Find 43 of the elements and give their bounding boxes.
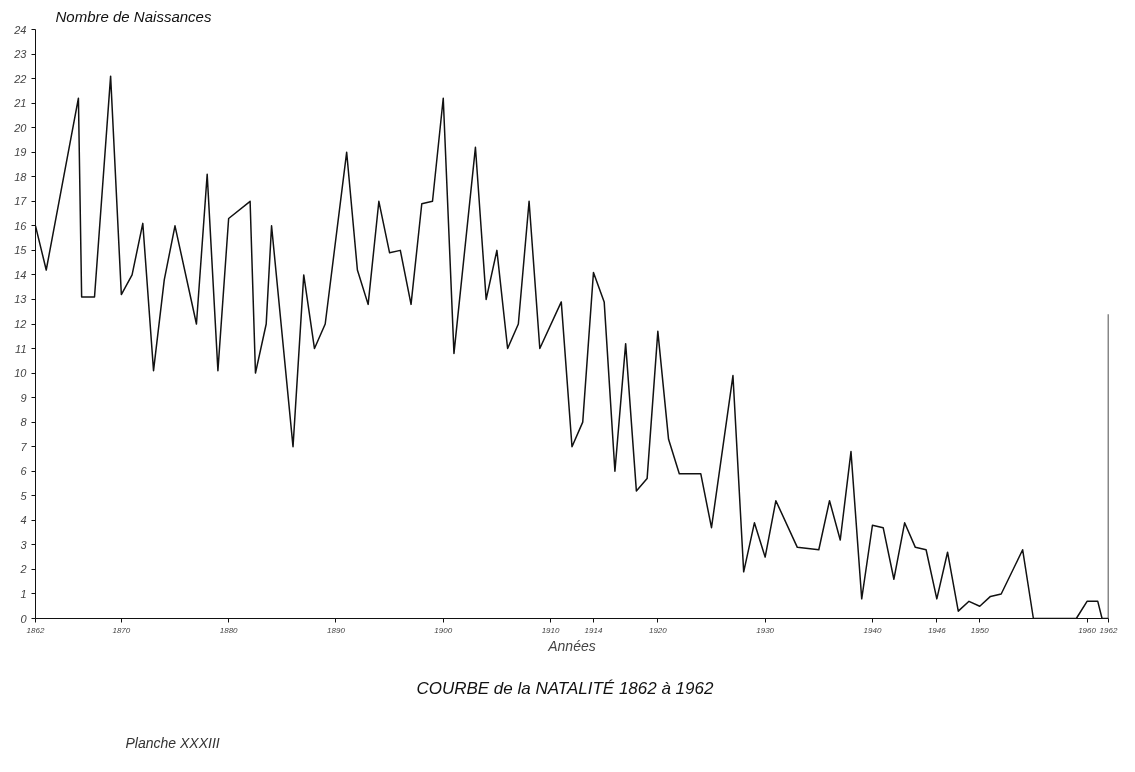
- y-tick-label: 24: [13, 23, 27, 36]
- x-tick-label: 1910: [541, 625, 560, 635]
- x-tick-label: 1950: [970, 625, 990, 635]
- x-tick-label: 1870: [112, 625, 131, 635]
- y-tick-label: 15: [14, 244, 28, 257]
- y-tick-label: 7: [20, 440, 28, 453]
- y-tick-label: 6: [20, 465, 28, 478]
- y-tick-label: 14: [14, 268, 27, 281]
- x-axis-title: Années: [547, 637, 596, 654]
- y-tick-label: 0: [20, 612, 28, 625]
- y-tick-label: 1: [20, 587, 27, 600]
- x-tick-label: 1862: [26, 625, 45, 635]
- y-tick-label: 19: [14, 146, 27, 159]
- y-tick-label: 11: [15, 342, 27, 355]
- y-tick-label: 5: [20, 489, 28, 502]
- x-tick-label: 1890: [327, 625, 346, 635]
- x-tick-label: 1962: [1099, 625, 1118, 635]
- y-tick-label: 21: [13, 97, 27, 110]
- x-tick-label: 1930: [756, 625, 775, 635]
- x-tick-label: 1940: [863, 625, 882, 635]
- y-tick-label: 12: [14, 318, 27, 330]
- y-axis-title: Nombre de Naissances: [55, 7, 212, 25]
- y-tick-label: 10: [14, 367, 28, 380]
- x-tick-label: 1920: [648, 625, 668, 635]
- text: Planche XXXIII: [125, 734, 220, 751]
- x-tick-label: 1900: [434, 625, 453, 635]
- y-tick-label: 16: [14, 219, 28, 232]
- text: COURBE de la NATALITÉ 1862 à 1962: [416, 678, 714, 698]
- y-tick-label: 9: [20, 391, 27, 404]
- y-tick-label: 23: [13, 48, 28, 61]
- y-tick-label: 22: [13, 72, 27, 85]
- x-tick-label: 1880: [219, 625, 239, 635]
- y-tick-label: 8: [20, 416, 28, 429]
- x-tick-label: 1914: [584, 625, 603, 635]
- x-tick-label: 1960: [1078, 625, 1097, 635]
- y-tick-label: 17: [14, 195, 28, 208]
- y-tick-label: 4: [20, 514, 27, 527]
- y-tick-label: 13: [14, 293, 28, 306]
- y-tick-label: 20: [13, 121, 28, 134]
- y-tick-label: 18: [14, 170, 28, 183]
- x-tick-label: 1946: [927, 625, 947, 635]
- y-tick-label: 2: [19, 563, 27, 576]
- y-tick-label: 3: [20, 538, 28, 551]
